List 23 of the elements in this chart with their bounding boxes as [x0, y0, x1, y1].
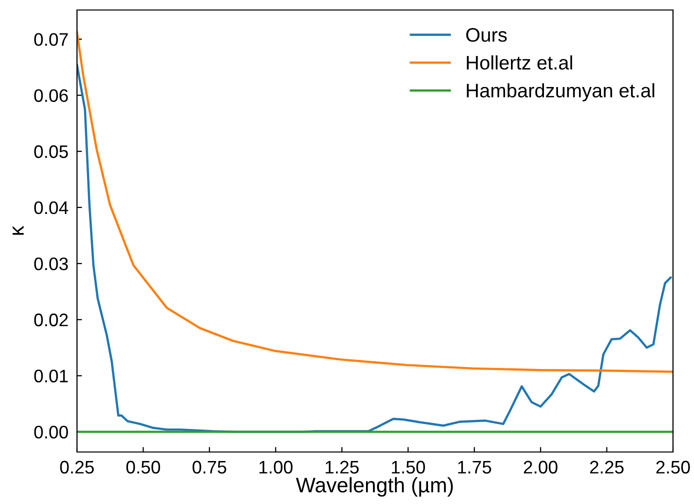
x-tick-label: 2.00 — [524, 460, 558, 474]
x-tick-label: 2.25 — [590, 460, 624, 474]
x-tick-label: 1.00 — [259, 460, 293, 474]
y-tick-label: 0.07 — [34, 33, 68, 46]
x-tick-label: 0.75 — [192, 460, 226, 474]
legend-label: Hollertz et.al — [466, 55, 572, 70]
legend-label: Ours — [466, 28, 507, 42]
y-tick-label: 0.01 — [34, 370, 68, 382]
x-tick-label: 0.50 — [126, 460, 160, 474]
y-tick-label: 0.03 — [34, 257, 68, 270]
y-tick-label: 0.06 — [34, 89, 68, 102]
x-tick-label: 1.50 — [392, 460, 425, 474]
y-tick-label: 0.04 — [34, 201, 68, 214]
y-axis-title: κ — [12, 226, 24, 235]
legend-label: Hambardzumyan et.al — [466, 83, 654, 102]
x-tick-label: 1.25 — [326, 460, 359, 474]
y-tick-label: 0.05 — [34, 145, 68, 158]
x-tick-label: 1.75 — [458, 460, 492, 474]
y-tick-label: 0.02 — [34, 314, 68, 326]
y-tick-label: 0.00 — [34, 426, 68, 439]
x-axis-title: Wavelength (µm) — [296, 477, 453, 497]
x-tick-label: 2.50 — [656, 460, 690, 474]
x-tick-label: 0.25 — [60, 460, 94, 474]
